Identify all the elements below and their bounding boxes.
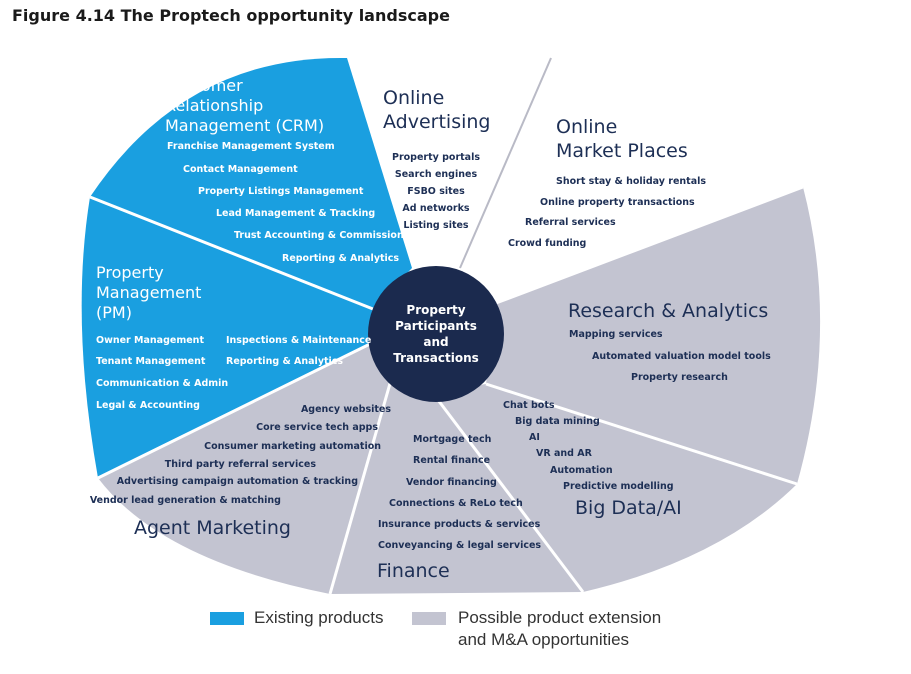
center-label-line: Transactions bbox=[393, 351, 479, 365]
sector-item-online-advertising: Ad networks bbox=[402, 203, 470, 214]
proptech-landscape-diagram: Property Participants and Transactions Cust… bbox=[81, 57, 821, 595]
divider-line bbox=[328, 379, 393, 595]
sector-item-big-data-ai: Chat bots bbox=[503, 400, 555, 411]
center-circle bbox=[368, 266, 504, 402]
sector-title-finance: Finance bbox=[377, 560, 450, 582]
sector-item-crm: Property Listings Management bbox=[198, 186, 364, 197]
sector-item-big-data-ai: Big data mining bbox=[515, 416, 600, 427]
sector-item-property-management: Tenant Management bbox=[96, 356, 206, 367]
sector-title-agent-marketing: Agent Marketing bbox=[134, 517, 291, 539]
sector-item-crm: Reporting & Analytics bbox=[282, 253, 399, 264]
sector-big-data-ai bbox=[432, 384, 797, 592]
sector-item-online-market-places: Crowd funding bbox=[508, 238, 586, 249]
figure-title: Figure 4.14 The Proptech opportunity lan… bbox=[12, 6, 450, 25]
sector-item-finance: Vendor financing bbox=[406, 477, 497, 488]
sector-item-finance: Rental finance bbox=[413, 455, 490, 466]
sector-title-online-advertising: Advertising bbox=[383, 111, 490, 133]
sector-item-finance: Insurance products & services bbox=[378, 519, 541, 530]
sector-item-research-analytics: Automated valuation model tools bbox=[592, 351, 771, 362]
sector-item-online-advertising: Property portals bbox=[392, 152, 480, 163]
sector-item-big-data-ai: Automation bbox=[550, 465, 613, 476]
legend-possible-label: Possible product extension and M&A oppor… bbox=[458, 607, 661, 651]
sector-title-online-market-places: Market Places bbox=[556, 140, 688, 162]
sector-item-finance: Mortgage tech bbox=[413, 434, 492, 445]
sector-title-online-market-places: Online bbox=[556, 116, 617, 138]
sector-item-agent-marketing: Agency websites bbox=[301, 404, 391, 415]
sector-item-finance: Connections & ReLo tech bbox=[389, 498, 523, 509]
sector-item-property-management: Inspections & Maintenance bbox=[226, 335, 371, 346]
divider-line bbox=[89, 195, 374, 311]
sector-item-online-market-places: Short stay & holiday rentals bbox=[556, 176, 706, 187]
divider-line bbox=[485, 382, 798, 486]
sector-item-finance: Conveyancing & legal services bbox=[378, 540, 541, 551]
sector-item-agent-marketing: Core service tech apps bbox=[256, 422, 378, 433]
sector-title-crm: Customer bbox=[165, 76, 243, 95]
sector-title-crm: Relationship bbox=[165, 96, 263, 115]
sector-item-big-data-ai: Predictive modelling bbox=[563, 481, 674, 492]
sector-dividers bbox=[89, 57, 804, 595]
sector-title-property-management: (PM) bbox=[96, 303, 132, 322]
legend-possible-swatch bbox=[412, 612, 446, 625]
sector-item-property-management: Legal & Accounting bbox=[96, 400, 200, 411]
legend-possible-line2: and M&A opportunities bbox=[458, 630, 630, 649]
sector-property-management bbox=[81, 197, 373, 478]
sector-item-agent-marketing: Third party referral services bbox=[165, 459, 317, 470]
legend-possible-line1: Possible product extension bbox=[458, 608, 662, 627]
divider-line bbox=[430, 391, 585, 593]
sector-item-online-market-places: Referral services bbox=[525, 217, 616, 228]
sector-item-property-management: Owner Management bbox=[96, 335, 204, 346]
sector-title-online-advertising: Online bbox=[383, 87, 444, 109]
sector-item-crm: Lead Management & Tracking bbox=[216, 208, 375, 219]
sector-title-property-management: Management bbox=[96, 283, 201, 302]
center-hub: Property Participants and Transactions bbox=[368, 266, 504, 402]
sector-item-online-advertising: FSBO sites bbox=[407, 186, 465, 197]
sector-item-big-data-ai: VR and AR bbox=[536, 448, 593, 459]
sector-title-research-analytics: Research & Analytics bbox=[568, 300, 768, 322]
sector-title-big-data-ai: Big Data/AI bbox=[575, 497, 682, 519]
sector-title-crm: Management (CRM) bbox=[165, 116, 324, 135]
sector-title-property-management: Property bbox=[96, 263, 164, 282]
sector-item-online-advertising: Listing sites bbox=[403, 220, 469, 231]
sector-item-online-market-places: Online property transactions bbox=[540, 197, 695, 208]
divider-line bbox=[459, 57, 552, 269]
sector-item-property-management: Reporting & Analytics bbox=[226, 356, 343, 367]
sector-item-research-analytics: Mapping services bbox=[569, 329, 663, 340]
center-label-line: Property bbox=[406, 303, 465, 317]
legend-existing-swatch bbox=[210, 612, 244, 625]
sector-item-crm: Franchise Management System bbox=[167, 141, 335, 152]
center-label-line: and bbox=[423, 335, 448, 349]
center-label-line: Participants bbox=[395, 319, 477, 333]
sector-finance bbox=[330, 380, 583, 594]
sector-item-research-analytics: Property research bbox=[631, 372, 728, 383]
sector-item-agent-marketing: Vendor lead generation & matching bbox=[90, 495, 281, 506]
sector-item-crm: Trust Accounting & Commissions bbox=[234, 230, 410, 241]
sector-crm bbox=[90, 57, 412, 310]
sector-item-crm: Contact Management bbox=[183, 164, 298, 175]
sector-agent-marketing bbox=[98, 343, 391, 594]
divider-line bbox=[495, 185, 804, 305]
divider-line bbox=[97, 341, 373, 480]
sector-item-agent-marketing: Consumer marketing automation bbox=[204, 441, 381, 452]
sector-item-big-data-ai: AI bbox=[529, 432, 540, 443]
sector-item-agent-marketing: Advertising campaign automation & tracki… bbox=[117, 476, 358, 487]
sector-item-online-advertising: Search engines bbox=[395, 169, 478, 180]
sector-item-property-management: Communication & Admin bbox=[96, 378, 228, 389]
legend-existing-label: Existing products bbox=[254, 608, 384, 627]
